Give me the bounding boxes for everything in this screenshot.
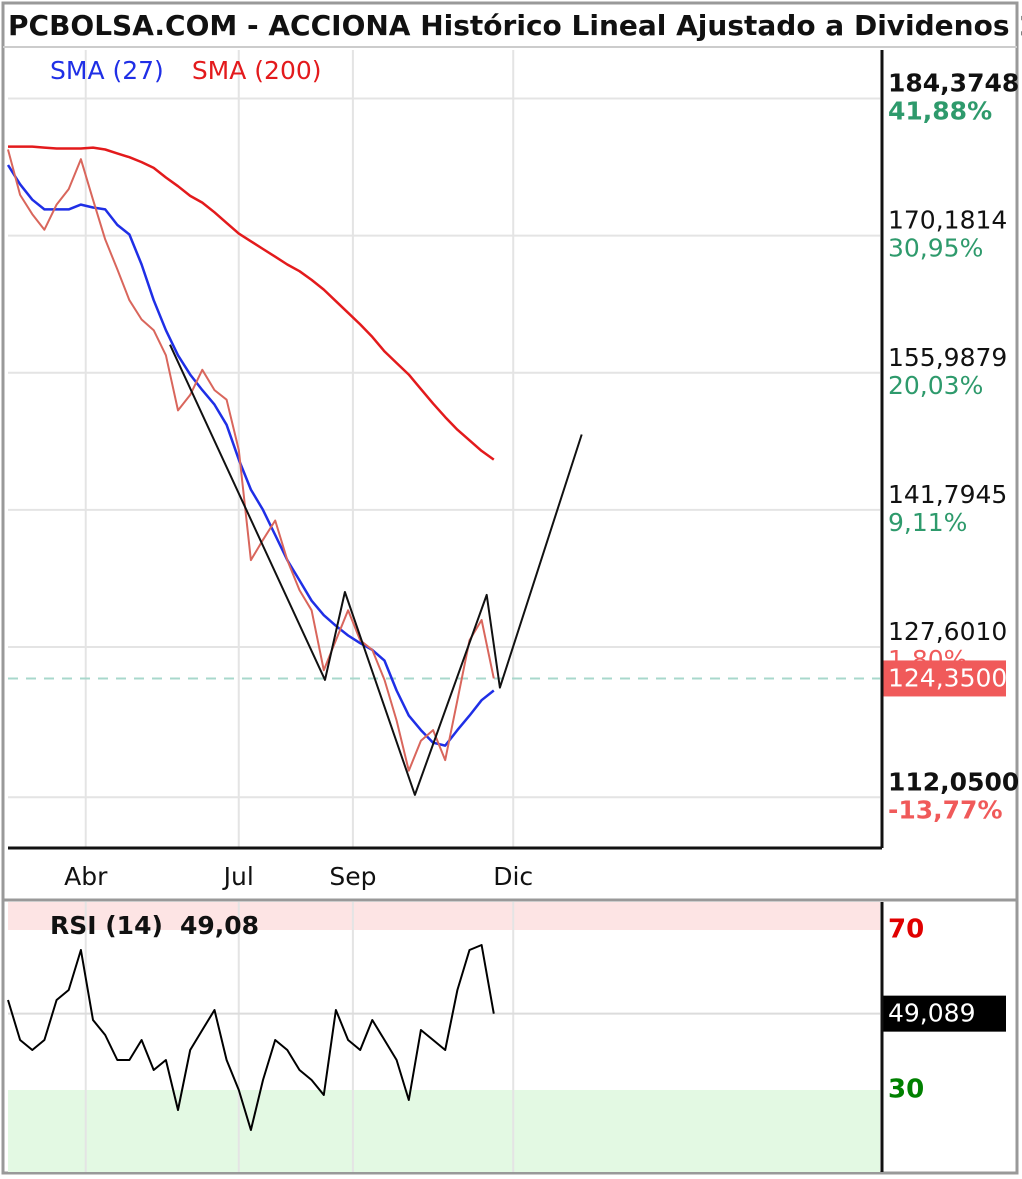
indicator-title: RSI (14): [50, 911, 163, 940]
oversold-zone: [8, 1090, 880, 1172]
x-tick-label: Dic: [493, 862, 533, 891]
y-tick-change: 30,95%: [888, 234, 983, 263]
last-price-label: 124,3500: [888, 663, 1007, 692]
series-line: [169, 344, 583, 796]
y-tick-label: 70: [888, 915, 924, 945]
series-line: [7, 944, 495, 1131]
x-tick-label: Jul: [222, 862, 254, 891]
series-line: [8, 145, 495, 461]
y-tick-label: 184,3748: [888, 69, 1019, 98]
last-value-box: [882, 995, 1006, 1032]
chart-title: PCBOLSA.COM - ACCIONA Histórico Lineal A…: [8, 9, 1022, 42]
indicator-value: 49,08: [180, 911, 259, 940]
last-price-box: [882, 660, 1006, 697]
y-tick-label: 30: [888, 1075, 924, 1105]
y-tick-label: 127,6010: [888, 617, 1007, 646]
y-tick-change: 20,03%: [888, 371, 983, 400]
y-tick-change: 9,11%: [888, 508, 967, 537]
series-line: [6, 164, 495, 747]
y-tick-label: 170,1814: [888, 206, 1007, 235]
overbought-zone: [8, 902, 880, 930]
y-tick-label: 141,7945: [888, 480, 1007, 509]
last-value-label: 49,089: [888, 999, 975, 1028]
x-tick-label: Abr: [64, 862, 108, 891]
legend-entry: SMA (200): [192, 56, 322, 85]
y-tick-label: 112,0500: [888, 767, 1019, 796]
x-tick-label: Sep: [329, 862, 376, 891]
series-line: [7, 149, 495, 772]
y-tick-change: 41,88%: [888, 97, 992, 126]
legend-entry: SMA (27): [50, 56, 164, 85]
y-tick-change: -13,77%: [888, 795, 1003, 824]
y-tick-label: 155,9879: [888, 343, 1007, 372]
